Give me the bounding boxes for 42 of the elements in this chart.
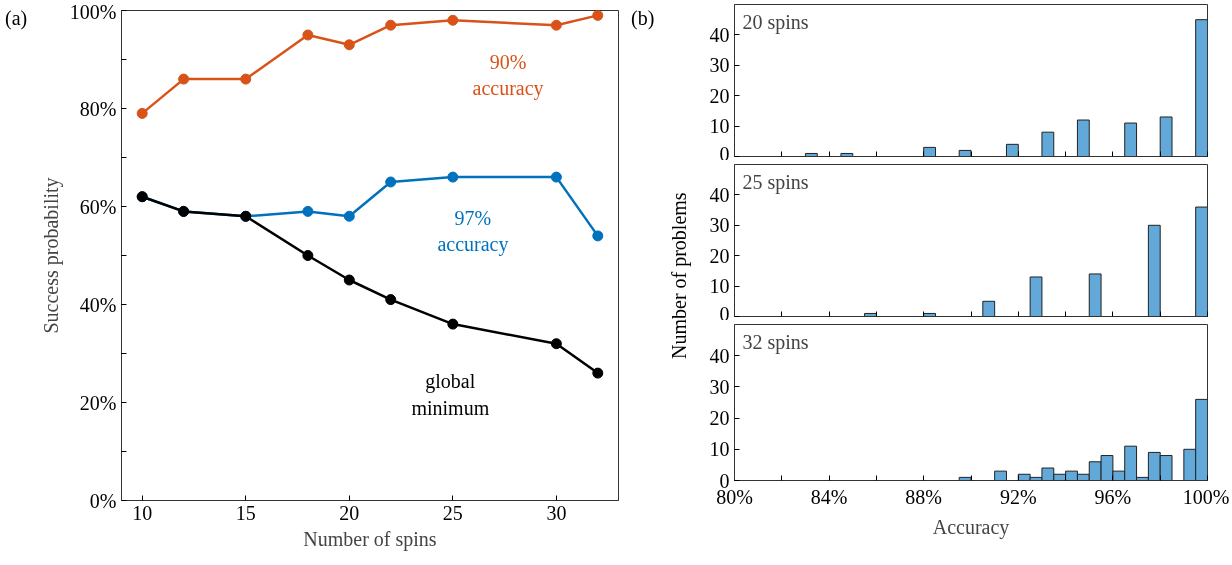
y-tick-label: 20	[709, 407, 730, 430]
annotation: 90% accuracy	[472, 50, 544, 101]
x-tick-label: 84%	[810, 485, 848, 508]
y-tick-label: 40	[709, 23, 730, 46]
x-tick-label: 88%	[905, 485, 943, 508]
y-tick-label: 60%	[79, 195, 117, 218]
y-tick-label: 40%	[79, 293, 117, 316]
y-tick-label: 0	[719, 302, 730, 325]
x-tick-label: 100%	[1182, 485, 1230, 508]
x-tick-label: 30	[546, 501, 567, 524]
y-tick-label: 30	[709, 214, 730, 237]
x-tick-label: 96%	[1094, 485, 1132, 508]
x-tick-label: 20	[339, 501, 360, 524]
y-tick-label: 30	[709, 375, 730, 398]
text: (a)	[5, 6, 28, 32]
x-axis-title: Accuracy	[932, 515, 1010, 539]
y-tick-label: 20%	[79, 391, 117, 414]
chart-title: 20 spins	[742, 10, 809, 34]
y-tick-label: 10	[709, 115, 730, 138]
y-tick-label: 40	[709, 183, 730, 206]
y-tick-label: 20	[709, 84, 730, 107]
x-tick-label: 10	[132, 501, 153, 524]
y-axis-title: Number of problems	[667, 192, 692, 360]
y-tick-label: 0	[719, 142, 730, 165]
y-tick-label: 30	[709, 54, 730, 77]
y-axis-title: Success probability	[39, 177, 63, 334]
y-tick-label: 100%	[69, 0, 117, 23]
annotation: global minimum	[411, 370, 490, 419]
y-tick-label: 40	[709, 344, 730, 367]
x-axis-title: Number of spins	[303, 527, 437, 551]
x-tick-label: 92%	[999, 485, 1037, 508]
text: (b)	[631, 6, 655, 32]
x-tick-label: 25	[442, 501, 463, 524]
y-tick-label: 10	[709, 438, 730, 461]
y-tick-label: 10	[709, 275, 730, 298]
annotation: 97% accuracy	[437, 206, 509, 257]
y-tick-label: 20	[709, 244, 730, 267]
y-tick-label: 0%	[89, 489, 117, 512]
y-tick-label: 80%	[79, 97, 117, 120]
chart-title: 25 spins	[742, 170, 809, 194]
x-tick-label: 15	[235, 501, 256, 524]
chart-title: 32 spins	[742, 330, 809, 354]
